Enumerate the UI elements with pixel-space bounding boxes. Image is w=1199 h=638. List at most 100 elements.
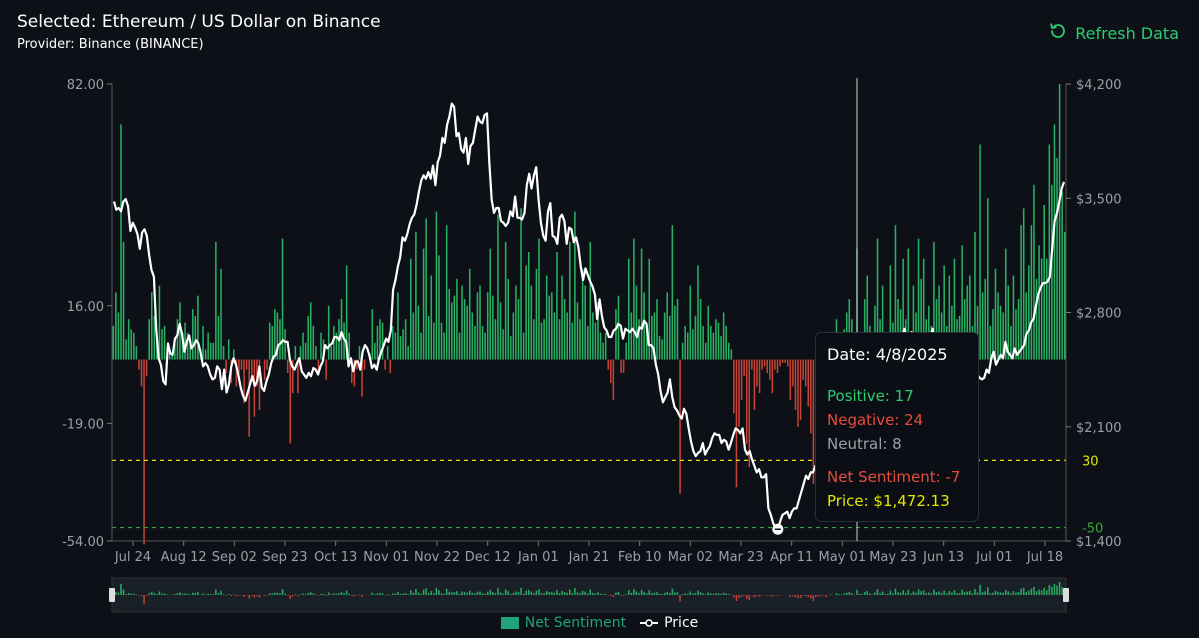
navigator-bar [725, 593, 727, 595]
navigator-bar [689, 591, 692, 595]
sentiment-bar [402, 329, 404, 360]
sentiment-bar [653, 312, 656, 360]
navigator-bar [258, 595, 261, 598]
navigator-bar [361, 595, 363, 597]
navigator-bar [638, 593, 640, 595]
navigator-bar [561, 591, 563, 595]
navigator-bar [256, 595, 258, 597]
sentiment-bar [371, 309, 374, 360]
navigator-bar [935, 592, 938, 595]
sentiment-bar [627, 258, 630, 360]
sentiment-bar [294, 346, 297, 360]
sentiment-bar [676, 299, 679, 360]
navigator-bar [271, 593, 274, 595]
navigator-bar [735, 595, 738, 602]
sentiment-bar [938, 285, 940, 360]
navigator-bar [956, 593, 958, 595]
navigator-bar [389, 595, 392, 596]
navigator-bar [1004, 589, 1007, 595]
navigator-bar [486, 591, 489, 595]
sentiment-bar [999, 305, 1002, 360]
sentiment-bar [522, 332, 525, 360]
navigator-bar [594, 593, 597, 595]
navigator-bar [466, 592, 468, 595]
navigator-bar [979, 584, 981, 595]
sentiment-bar [974, 231, 976, 360]
sentiment-bar [333, 325, 335, 360]
navigator-bar [166, 594, 168, 595]
sentiment-bar [422, 248, 425, 360]
sentiment-bar [438, 255, 440, 360]
sentiment-bar [633, 238, 635, 360]
sentiment-bar [504, 241, 507, 360]
navigator-bar [327, 592, 330, 595]
navigator-bar [963, 592, 966, 595]
navigator-bar [548, 591, 551, 595]
navigator-bar [456, 591, 458, 595]
navigator-bar [297, 595, 299, 597]
sentiment-bar [1035, 278, 1038, 360]
sentiment-bar [781, 359, 784, 363]
navigator-bar [699, 592, 702, 595]
navigator-bar [202, 593, 204, 595]
sentiment-bar [161, 329, 163, 360]
sentiment-bar [233, 349, 235, 360]
sentiment-bar [1004, 248, 1007, 360]
navigator-bar [353, 595, 356, 597]
sentiment-bar [576, 302, 579, 360]
range-navigator[interactable] [109, 577, 1069, 613]
navigator-bar [479, 591, 481, 595]
sentiment-bar [153, 315, 156, 360]
navigator-bar [394, 593, 397, 595]
sentiment-bar [579, 319, 581, 360]
sentiment-bar [276, 312, 279, 360]
sentiment-bar [697, 265, 699, 360]
navigator-bar [625, 594, 627, 595]
navigator-bar [602, 594, 604, 595]
navigator-bar [715, 593, 717, 595]
navigator-bar [320, 593, 322, 595]
sentiment-bar [325, 359, 327, 380]
sentiment-bar [743, 359, 745, 377]
navigator-bar [902, 590, 904, 595]
navigator-bar [802, 595, 804, 596]
legend-price[interactable]: Price [640, 615, 698, 631]
sentiment-bar [612, 359, 615, 400]
sentiment-bar [512, 312, 515, 360]
sentiment-bar [807, 359, 810, 407]
navigator-bar [974, 588, 976, 595]
navigator-bar [879, 593, 881, 595]
navigator-bar [422, 589, 425, 595]
sentiment-bar [897, 299, 899, 360]
sentiment-bar [566, 312, 568, 360]
sentiment-bar [758, 359, 761, 394]
sentiment-bar [286, 359, 289, 373]
sentiment-bar [127, 319, 130, 360]
navigator-bar [127, 593, 130, 595]
sentiment-bar [620, 359, 622, 373]
navigator-bar [463, 592, 466, 595]
navigator-bar [1061, 587, 1063, 595]
navigator-bar [515, 591, 517, 595]
sentiment-bar [292, 359, 294, 394]
sentiment-bar [907, 248, 910, 360]
refresh-data-button[interactable]: Refresh Data [1049, 22, 1179, 44]
navigator-bar [694, 592, 697, 595]
navigator-bar [238, 595, 240, 596]
sentiment-bar [922, 258, 925, 360]
sentiment-bar [1010, 325, 1012, 360]
legend-net-sentiment[interactable]: Net Sentiment [500, 615, 626, 631]
navigator-bar [938, 591, 940, 595]
navigator-bar [915, 592, 917, 595]
sentiment-bar [648, 258, 651, 360]
navigator-bar [610, 595, 612, 597]
navigator-bar [525, 590, 527, 595]
navigator-bar [922, 590, 925, 595]
navigator-bar [376, 593, 379, 595]
sentiment-bar [474, 325, 476, 360]
left-tick-label: 82.00 [67, 78, 104, 93]
navigator-bar [392, 593, 394, 595]
sentiment-bar [710, 325, 712, 360]
sentiment-bar [1048, 144, 1051, 360]
